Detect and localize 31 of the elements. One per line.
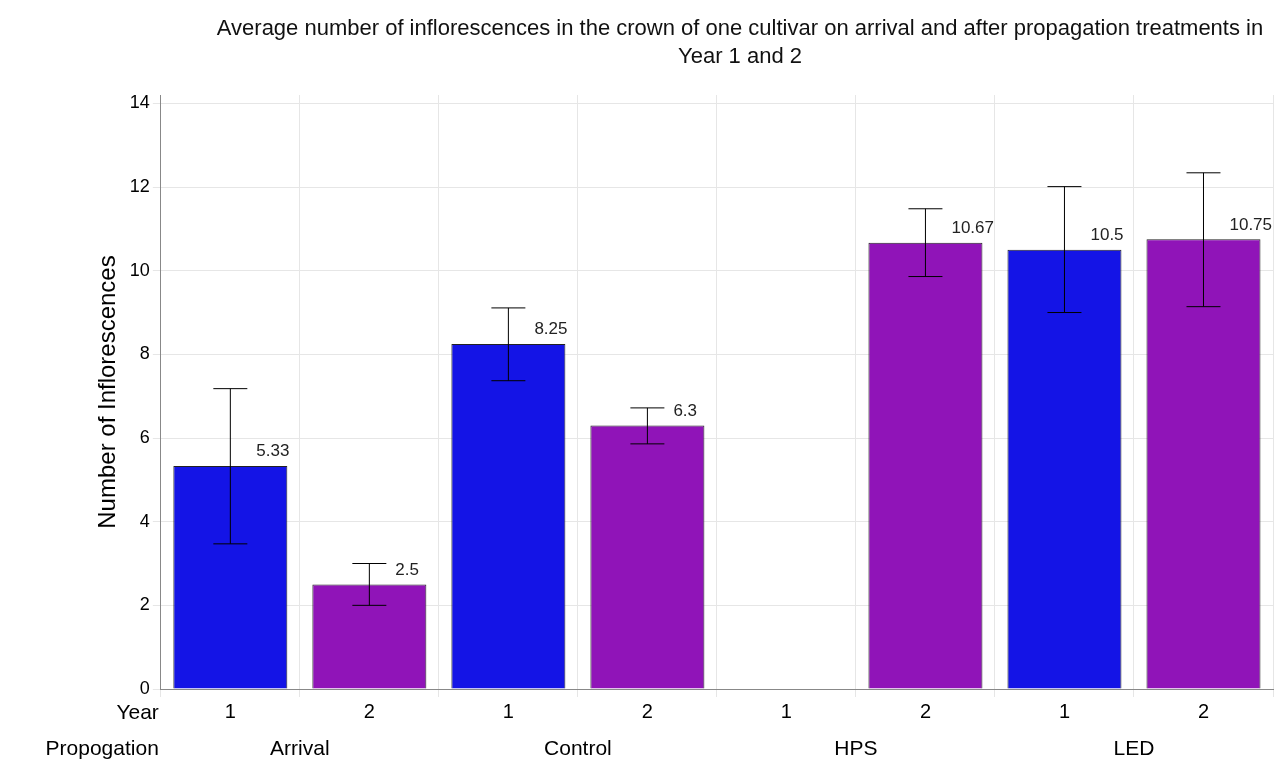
x-tick-label: 2: [363, 699, 375, 722]
text: HPS: [834, 735, 878, 759]
x-tick-label: 1: [780, 699, 792, 722]
text: Arrival: [270, 735, 330, 759]
text: Propogation: [45, 735, 159, 759]
x-tick-label: 1: [502, 699, 514, 722]
y-tick-label: 0: [139, 677, 150, 698]
data-label: 5.33: [256, 441, 290, 461]
y-tick-label: 8: [139, 343, 150, 364]
x-tick-label: 1: [1058, 699, 1071, 722]
y-tick-label: 2: [139, 594, 150, 615]
data-label: 10.75: [1229, 214, 1273, 234]
data-label: 2.5: [395, 559, 419, 579]
data-label: 10.5: [1090, 224, 1124, 244]
y-axis-title: Number of Inflorescences: [93, 255, 121, 529]
y-tick-label: 4: [139, 510, 150, 531]
y-tick-label: 14: [129, 92, 150, 113]
y-tick-label: 6: [139, 426, 150, 447]
text: Control: [544, 735, 612, 759]
x-tick-label: 2: [1197, 699, 1210, 722]
x-tick-label: 2: [919, 699, 932, 722]
y-tick-label: 10: [129, 259, 150, 280]
text: LED: [1113, 735, 1155, 759]
text: Year: [116, 699, 159, 723]
data-label: 6.3: [673, 400, 698, 420]
data-label: 10.67: [951, 217, 994, 237]
x-tick-label: 1: [224, 699, 236, 722]
x-tick-label: 2: [641, 699, 653, 722]
y-tick-label: 12: [129, 176, 150, 196]
data-label: 8.25: [534, 319, 568, 339]
chart-title: Average number of inflorescences in the crown of one cultivar on arrival and after propagation treatments in Year 1 and 2: [215, 14, 1265, 70]
